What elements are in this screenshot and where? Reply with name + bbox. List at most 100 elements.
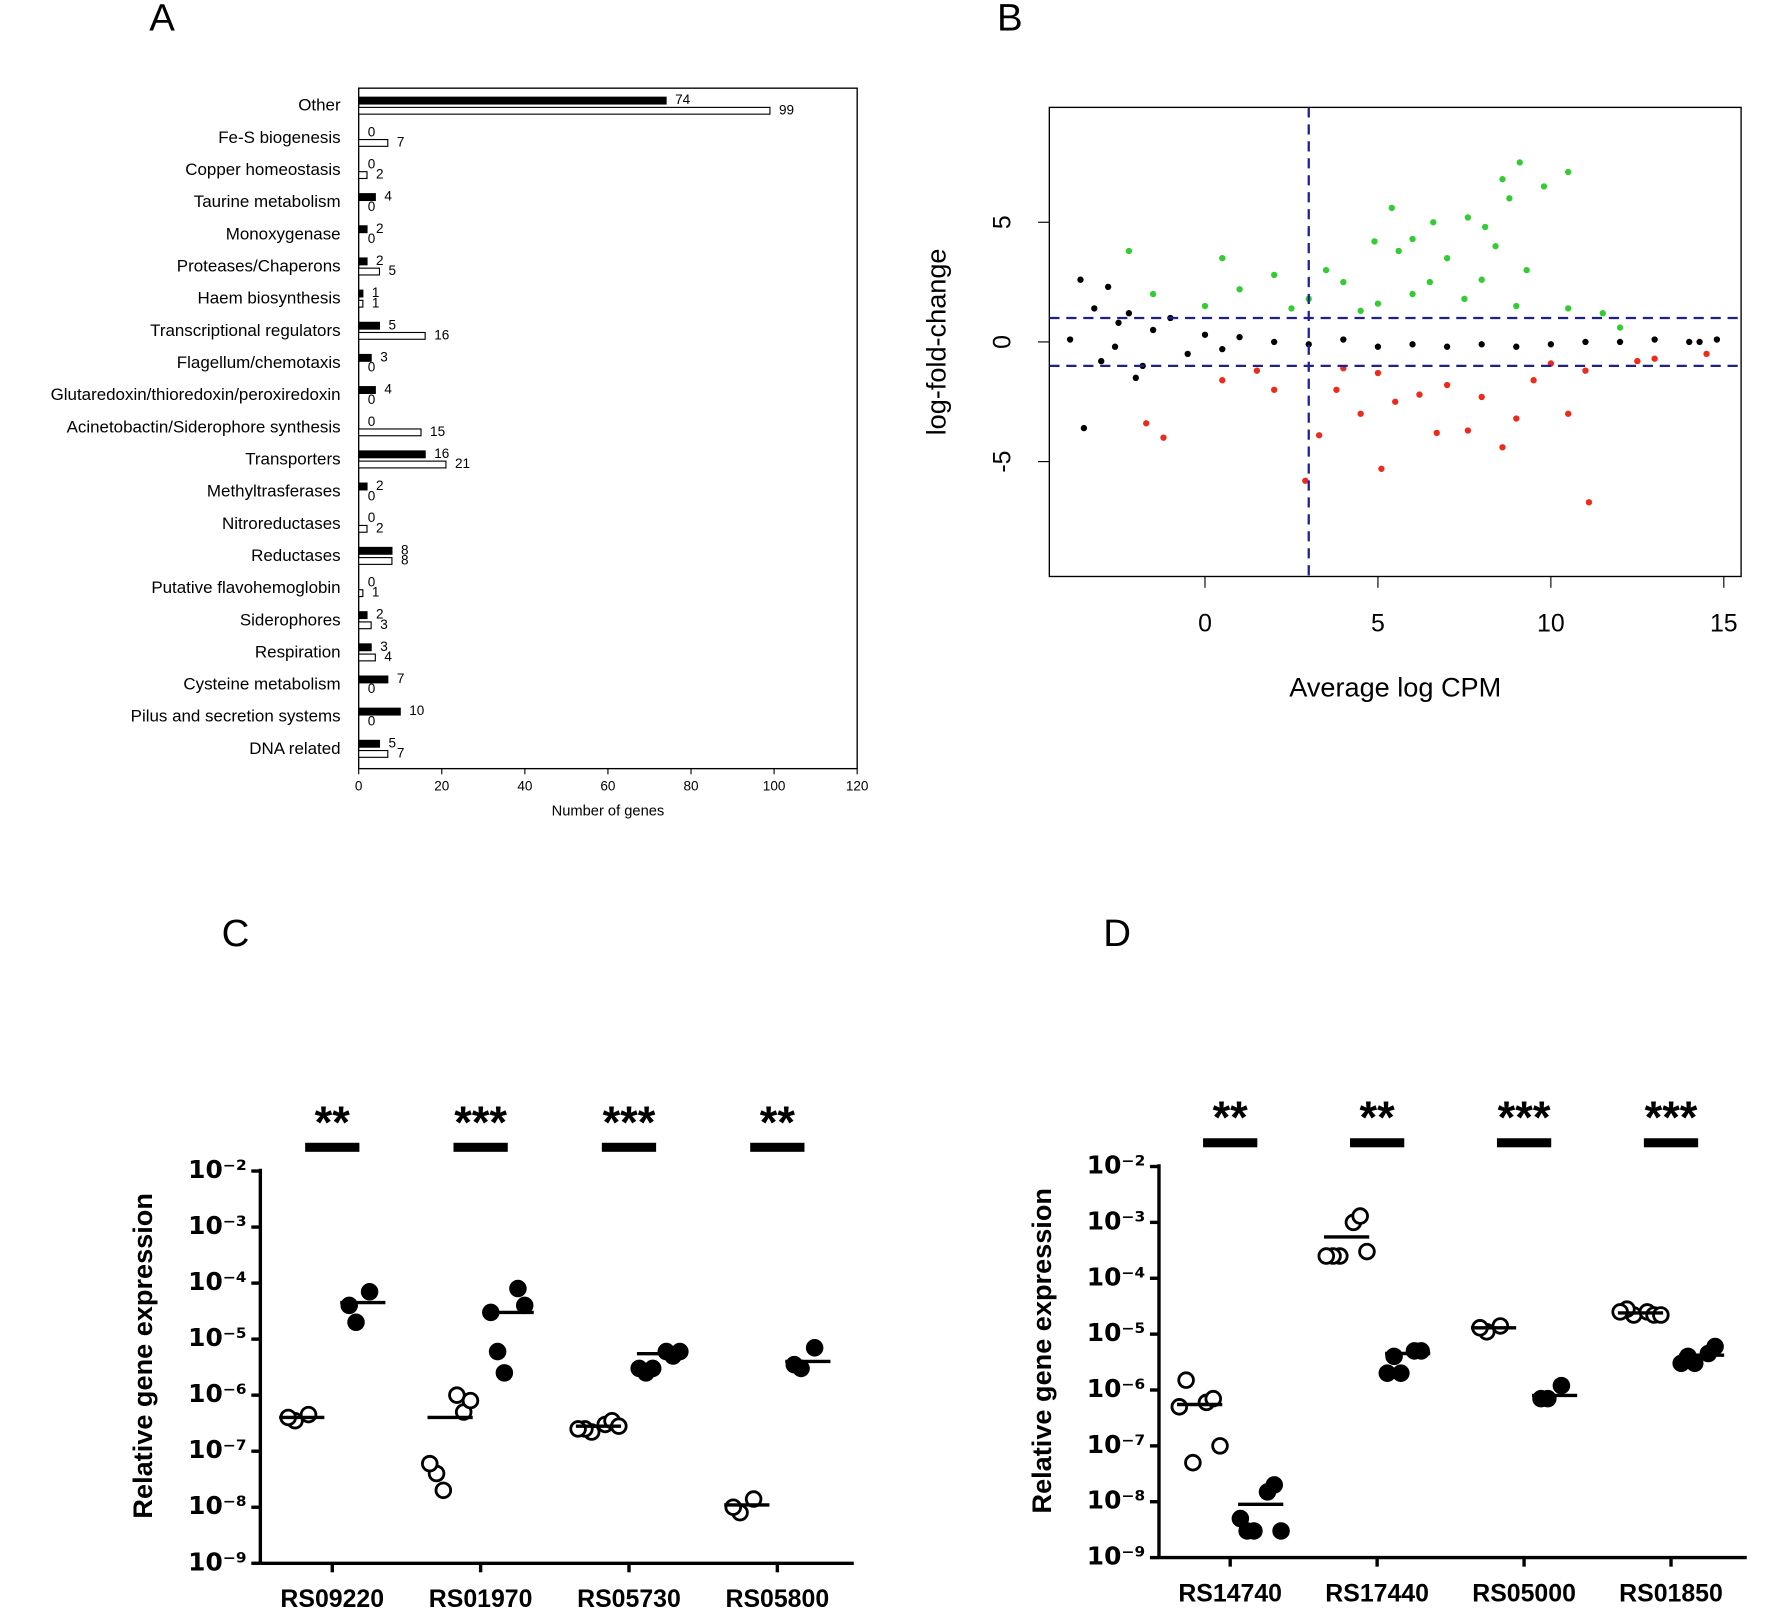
bar xyxy=(358,589,364,598)
category-label: Methyltrasferases xyxy=(207,482,341,501)
x-tick-label: 15 xyxy=(1710,610,1738,638)
point xyxy=(1478,393,1485,401)
category-label: Other xyxy=(298,96,341,115)
category-label: Monoxygenase xyxy=(226,224,341,243)
point xyxy=(1652,1306,1670,1324)
y-tick-label: 0 xyxy=(989,335,1017,349)
point xyxy=(1582,338,1589,346)
bar xyxy=(358,653,376,662)
point xyxy=(1351,1207,1369,1225)
point xyxy=(1201,302,1209,310)
y-tick-label: 10⁻⁴ xyxy=(1087,1262,1146,1291)
value-label: 3 xyxy=(380,617,388,632)
value-label: 1 xyxy=(372,295,380,310)
point xyxy=(1478,341,1485,348)
point xyxy=(1696,338,1703,346)
bar xyxy=(358,353,372,362)
value-label: 5 xyxy=(389,735,397,750)
point xyxy=(1516,159,1523,166)
value-label: 21 xyxy=(455,456,470,471)
point xyxy=(1530,377,1537,384)
point xyxy=(1634,357,1641,365)
bar xyxy=(358,675,389,684)
value-label: 2 xyxy=(376,253,384,268)
significance-bar xyxy=(1203,1138,1258,1148)
point xyxy=(488,1342,507,1361)
point xyxy=(1357,410,1364,417)
x-tick-label: 80 xyxy=(683,778,698,793)
point xyxy=(1149,290,1157,298)
value-label: 15 xyxy=(430,424,445,439)
point xyxy=(1358,1242,1376,1261)
point xyxy=(1378,1364,1397,1382)
x-tick-label: 20 xyxy=(434,778,449,793)
value-label: 0 xyxy=(368,392,376,407)
point xyxy=(1706,1337,1724,1356)
point xyxy=(1236,333,1243,341)
category-label: Transcriptional regulators xyxy=(150,321,340,340)
x-tick-label: 60 xyxy=(600,778,615,793)
value-label: 74 xyxy=(675,92,691,107)
y-tick-label: 10⁻² xyxy=(188,1155,247,1184)
category-label: RS05730 xyxy=(577,1585,681,1613)
point xyxy=(1409,341,1416,348)
point xyxy=(1564,168,1572,176)
y-tick-label: 10⁻³ xyxy=(1087,1206,1146,1235)
value-label: 1 xyxy=(372,585,380,600)
point xyxy=(1513,302,1520,310)
panel-label: B xyxy=(997,0,1023,40)
significance: ** xyxy=(1213,1092,1249,1143)
category-label: Taurine metabolism xyxy=(194,192,341,211)
point xyxy=(421,1454,439,1473)
category-label: RS05000 xyxy=(1472,1579,1576,1607)
significance-bar xyxy=(453,1142,508,1152)
value-label: 0 xyxy=(368,681,376,696)
category-label: Fe-S biogenesis xyxy=(218,128,340,147)
point xyxy=(340,1296,358,1315)
value-label: 0 xyxy=(368,124,376,139)
significance-bar xyxy=(305,1142,360,1152)
category-label: Haem biosynthesis xyxy=(198,289,341,308)
category-label: RS01850 xyxy=(1619,1579,1723,1607)
point xyxy=(1219,254,1226,262)
y-axis-label: log-fold-change xyxy=(921,248,952,435)
point xyxy=(1540,183,1548,190)
point xyxy=(1184,350,1191,358)
bar xyxy=(358,299,364,308)
point xyxy=(1564,305,1572,312)
value-label: 7 xyxy=(397,746,405,761)
bar xyxy=(358,106,771,115)
x-tick-label: 120 xyxy=(846,778,869,793)
x-tick-label: 0 xyxy=(1198,610,1212,638)
bar xyxy=(358,321,381,330)
point xyxy=(1443,381,1451,389)
point xyxy=(1270,386,1278,393)
category-label: Reductases xyxy=(251,546,340,565)
y-tick-label: 10⁻³ xyxy=(188,1211,247,1240)
value-label: 8 xyxy=(401,542,409,557)
point xyxy=(1149,326,1157,334)
point xyxy=(1080,424,1088,432)
point xyxy=(1513,343,1520,350)
panel-label: A xyxy=(149,0,175,40)
significance: *** xyxy=(1498,1092,1551,1143)
point xyxy=(1523,266,1530,274)
point xyxy=(1333,386,1340,393)
point xyxy=(1236,286,1243,293)
point xyxy=(1443,343,1451,350)
point xyxy=(1098,357,1105,365)
point xyxy=(1443,254,1451,262)
y-tick-label: 10⁻⁹ xyxy=(188,1547,247,1576)
value-label: 3 xyxy=(380,349,388,364)
point xyxy=(1270,271,1278,279)
point xyxy=(1585,499,1593,506)
category-label: RS09220 xyxy=(280,1585,384,1613)
category-label: Cysteine metabolism xyxy=(183,675,340,694)
point xyxy=(805,1339,824,1357)
point xyxy=(1506,195,1513,202)
point xyxy=(1104,283,1112,291)
point xyxy=(1491,1317,1510,1335)
point xyxy=(671,1342,689,1361)
y-tick-label: 10⁻⁸ xyxy=(188,1491,247,1520)
